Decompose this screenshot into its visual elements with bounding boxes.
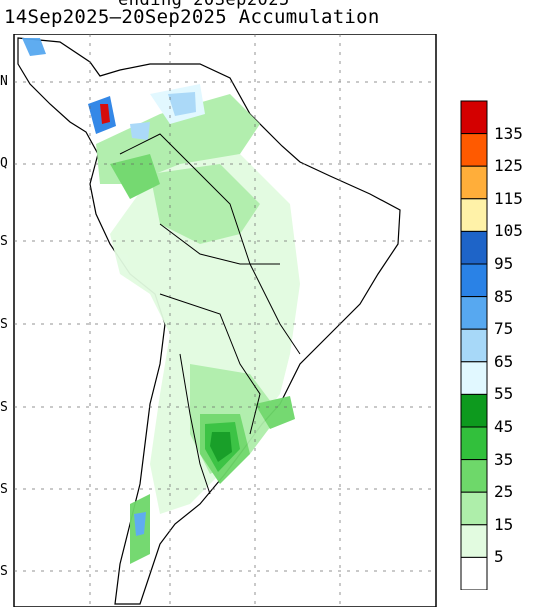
legend-swatch [460, 361, 488, 395]
legend-colorbar [460, 100, 488, 590]
legend-swatch [460, 263, 488, 298]
legend-swatch [460, 100, 488, 135]
legend-label: 115 [494, 188, 523, 208]
legend-label: 65 [494, 351, 514, 371]
precipitation-map [13, 34, 437, 607]
legend-swatch [460, 230, 488, 265]
legend-label: 85 [494, 286, 514, 306]
lat-label-3: S [0, 234, 8, 249]
legend-label: 25 [494, 482, 514, 502]
lat-label-7: S [0, 564, 8, 579]
map-title: 14Sep2025–20Sep2025 Accumulation [4, 6, 380, 28]
legend-label: 105 [494, 221, 523, 241]
legend-label: 75 [494, 319, 514, 339]
legend-swatch [460, 393, 488, 428]
lat-label-6: S [0, 482, 8, 497]
lat-label-5: S [0, 400, 8, 415]
title-top: ending 20Sep2025 [118, 0, 290, 10]
legend-label: 135 [494, 123, 523, 143]
legend-label: 125 [494, 156, 523, 176]
lat-label-2: Q [0, 156, 8, 171]
precip-shading [22, 38, 300, 564]
legend-swatch [460, 556, 488, 590]
legend-swatch [460, 328, 488, 363]
legend-label: 45 [494, 417, 514, 436]
legend-label: 35 [494, 449, 514, 469]
legend-swatch [460, 491, 488, 526]
legend-swatch [460, 198, 488, 232]
legend-swatch [460, 459, 488, 493]
legend-swatch [460, 133, 488, 167]
legend-label: 5 [494, 547, 504, 567]
legend-label: 15 [494, 514, 514, 534]
legend-label: 95 [494, 254, 514, 273]
legend-swatch [460, 296, 488, 330]
legend-swatch [460, 524, 488, 558]
legend-swatch [460, 426, 488, 461]
legend-label: 55 [494, 384, 514, 404]
lat-label-1: N [0, 74, 8, 89]
legend-swatch [460, 165, 488, 200]
lat-label-4: S [0, 317, 8, 332]
